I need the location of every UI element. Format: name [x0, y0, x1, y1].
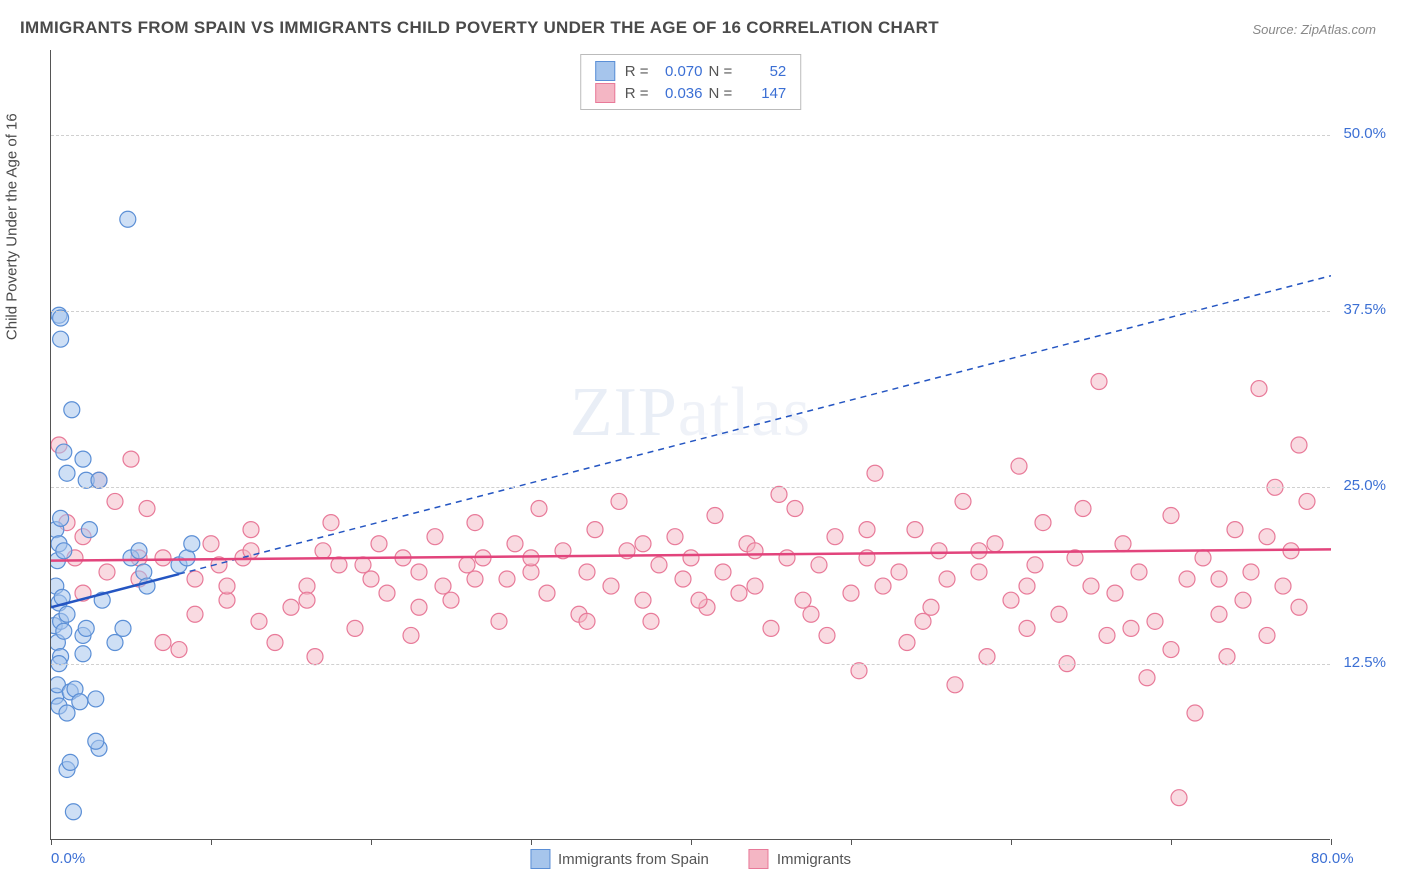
x-tick	[1011, 839, 1012, 845]
x-tick	[851, 839, 852, 845]
gridline	[51, 135, 1330, 136]
gridline	[51, 487, 1330, 488]
x-tick	[691, 839, 692, 845]
pink-swatch-icon	[749, 849, 769, 869]
scatter-svg	[51, 50, 1331, 840]
gridline	[51, 311, 1330, 312]
legend-row-pink: R = 0.036 N = 147	[595, 83, 787, 103]
x-tick	[371, 839, 372, 845]
x-tick-label: 0.0%	[51, 850, 85, 867]
gridline	[51, 664, 1330, 665]
n-value-blue: 52	[738, 63, 786, 80]
series-legend: Immigrants from Spain Immigrants	[530, 849, 851, 869]
y-tick-label: 12.5%	[1343, 654, 1386, 671]
r-value-pink: 0.036	[655, 85, 703, 102]
x-tick	[51, 839, 52, 845]
legend-item-blue: Immigrants from Spain	[530, 849, 709, 869]
r-label: R =	[625, 63, 649, 80]
y-tick-label: 25.0%	[1343, 477, 1386, 494]
blue-swatch-icon	[530, 849, 550, 869]
r-value-blue: 0.070	[655, 63, 703, 80]
x-tick-label: 80.0%	[1311, 850, 1354, 867]
correlation-legend: R = 0.070 N = 52 R = 0.036 N = 147	[580, 54, 802, 110]
legend-label-blue: Immigrants from Spain	[558, 851, 709, 868]
legend-label-pink: Immigrants	[777, 851, 851, 868]
pink-swatch-icon	[595, 83, 615, 103]
x-tick	[1171, 839, 1172, 845]
y-tick-label: 37.5%	[1343, 301, 1386, 318]
x-tick	[211, 839, 212, 845]
y-axis-label: Child Poverty Under the Age of 16	[4, 113, 21, 340]
chart-container: Child Poverty Under the Age of 16 ZIPatl…	[50, 50, 1360, 840]
y-tick-label: 50.0%	[1343, 125, 1386, 142]
source-credit: Source: ZipAtlas.com	[1252, 22, 1376, 37]
r-label: R =	[625, 85, 649, 102]
n-label: N =	[709, 63, 733, 80]
plot-area: ZIPatlas R = 0.070 N = 52 R = 0.036 N = …	[50, 50, 1330, 840]
n-value-pink: 147	[738, 85, 786, 102]
blue-swatch-icon	[595, 61, 615, 81]
legend-row-blue: R = 0.070 N = 52	[595, 61, 787, 81]
chart-title: IMMIGRANTS FROM SPAIN VS IMMIGRANTS CHIL…	[20, 18, 939, 38]
legend-item-pink: Immigrants	[749, 849, 851, 869]
n-label: N =	[709, 85, 733, 102]
x-tick	[531, 839, 532, 845]
x-tick	[1331, 839, 1332, 845]
